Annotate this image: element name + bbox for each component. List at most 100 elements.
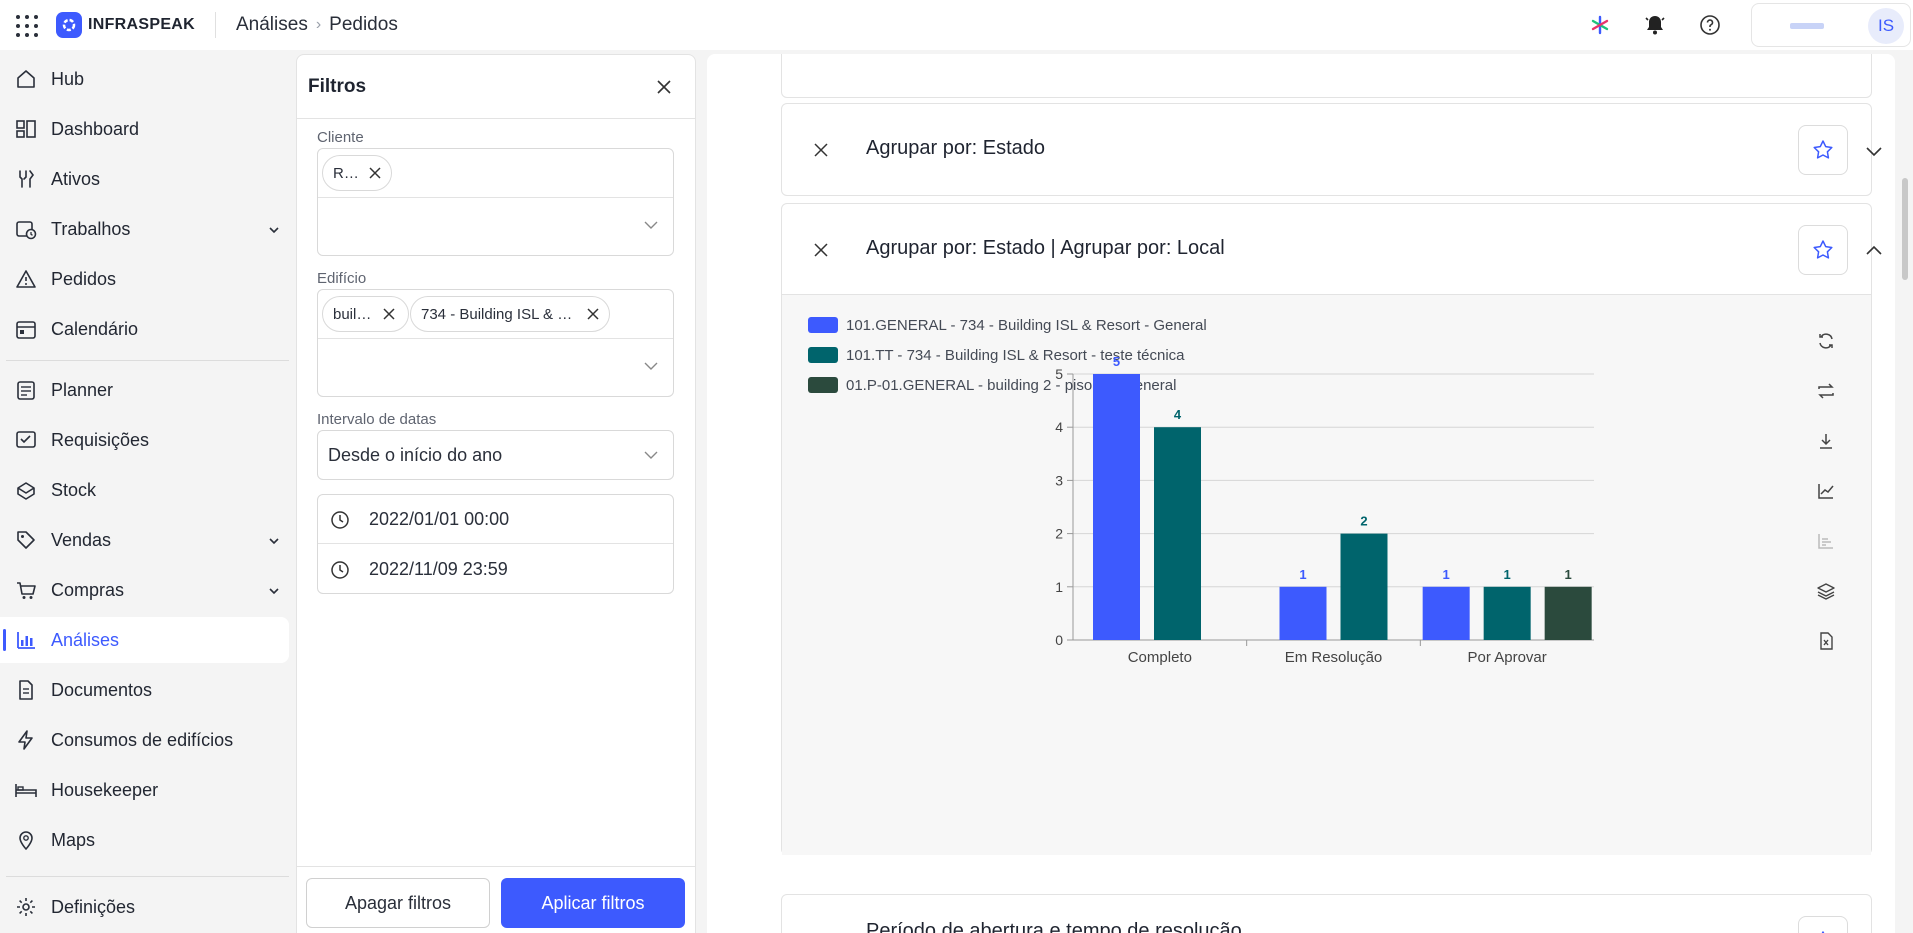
sidebar-item-consumos[interactable]: Consumos de edifícios (0, 717, 289, 763)
favorite-button[interactable] (1798, 225, 1848, 275)
sidebar-item-label: Documentos (51, 679, 153, 700)
chip-label: Rhodia (333, 164, 363, 182)
sidebar-item-trabalhos[interactable]: Trabalhos (0, 206, 289, 252)
chart-card-estado: Agrupar por: Estado (781, 103, 1882, 196)
download-icon[interactable] (1814, 429, 1838, 453)
gear-icon (14, 895, 38, 919)
sidebar-item-maps[interactable]: Maps (0, 817, 289, 863)
building-chip[interactable]: 734 - Building ISL & Resort (410, 296, 610, 332)
sidebar-item-label: Hub (51, 68, 85, 89)
tag-icon (14, 528, 38, 552)
client-label: Cliente (317, 129, 364, 146)
clear-filters-button[interactable]: Apagar filtros (306, 878, 490, 928)
data-label: 1 (1565, 567, 1572, 582)
line-chart-icon[interactable] (1814, 479, 1838, 503)
remove-chip-icon[interactable] (587, 307, 601, 321)
data-label: 2 (1360, 514, 1367, 529)
legend-item[interactable]: 101.TT - 734 - Building ISL & Resort - t… (808, 345, 1185, 365)
data-label: 5 (1113, 354, 1120, 369)
sidebar-item-label: Planner (51, 379, 114, 400)
y-tick-label: 1 (1055, 579, 1063, 595)
chevron-down-icon[interactable] (643, 358, 659, 379)
sidebar-item-calendario[interactable]: Calendário (0, 306, 289, 352)
sidebar-item-dashboard[interactable]: Dashboard (0, 106, 289, 152)
sidebar-item-housekeeper[interactable]: Housekeeper (0, 767, 289, 813)
chevron-down-icon[interactable] (643, 217, 659, 238)
chart-card-periodo: Período de abertura e tempo de resolução (781, 894, 1872, 933)
sidebar-item-analises[interactable]: Análises (0, 617, 289, 663)
top-bar: INFRASPEAK Análises › Pedidos IS (0, 0, 1913, 50)
account-menu[interactable]: IS (1751, 3, 1911, 47)
client-chip[interactable]: Rhodia (322, 155, 392, 191)
building-label: Edifício (317, 270, 367, 287)
sidebar-item-hub[interactable]: Hub (0, 56, 289, 102)
ai-sparkle-icon[interactable] (1588, 13, 1612, 37)
excel-export-icon[interactable] (1814, 629, 1838, 653)
apply-filters-button[interactable]: Aplicar filtros (501, 878, 685, 928)
breadcrumb-analises[interactable]: Análises (236, 14, 308, 35)
refresh-icon[interactable] (1814, 329, 1838, 353)
building-chip[interactable]: building 2 (322, 296, 409, 332)
y-tick-label: 2 (1055, 526, 1063, 542)
building-select[interactable]: building 2 734 - Building ISL & Resort (317, 289, 674, 397)
sidebar-item-definicoes[interactable]: Definições (0, 884, 289, 930)
remove-chip-icon[interactable] (369, 166, 383, 180)
remove-chip-icon[interactable] (383, 307, 397, 321)
brand-name: INFRASPEAK (88, 16, 196, 33)
close-filters-icon[interactable] (652, 75, 676, 99)
card-title: Agrupar por: Estado | Agrupar por: Local (866, 237, 1225, 259)
apps-grid-icon[interactable] (16, 15, 38, 37)
sidebar-item-stock[interactable]: Stock (0, 467, 289, 513)
sidebar-item-requisicoes[interactable]: Requisições (0, 417, 289, 463)
breadcrumb: Análises › Pedidos (236, 14, 398, 36)
filters-title: Filtros (308, 76, 367, 97)
swap-axes-icon[interactable] (1814, 379, 1838, 403)
remove-card-icon[interactable] (810, 139, 832, 161)
end-date-input[interactable]: 2022/11/09 23:59 (318, 545, 673, 594)
start-date-input[interactable]: 2022/01/01 00:00 (318, 495, 673, 544)
data-label: 1 (1443, 567, 1450, 582)
chip-label: building 2 (333, 305, 377, 323)
help-icon[interactable] (1698, 13, 1722, 37)
notifications-bell-icon[interactable] (1643, 13, 1667, 37)
field-divider (318, 543, 673, 544)
stack-icon[interactable] (1814, 579, 1838, 603)
bar-chart-icon[interactable] (1814, 529, 1838, 553)
wrench-icon (14, 167, 38, 191)
card-title: Período de abertura e tempo de resolução (866, 920, 1242, 933)
legend-item[interactable]: 101.GENERAL - 734 - Building ISL & Resor… (808, 315, 1207, 335)
x-tick-label: Por Aprovar (1468, 649, 1547, 666)
sidebar-item-documentos[interactable]: Documentos (0, 667, 289, 713)
company-logo (1790, 23, 1824, 29)
legend-swatch (808, 317, 838, 333)
sidebar-item-label: Housekeeper (51, 779, 159, 800)
date-range-label: Intervalo de datas (317, 411, 437, 428)
document-icon (14, 678, 38, 702)
start-date-value: 2022/01/01 00:00 (369, 509, 510, 529)
brand-mark-icon (56, 12, 82, 38)
sidebar-item-compras[interactable]: Compras (0, 567, 289, 613)
sidebar-item-vendas[interactable]: Vendas (0, 517, 289, 563)
favorite-button[interactable] (1798, 916, 1848, 933)
avatar[interactable]: IS (1868, 8, 1904, 44)
chevron-up-icon[interactable] (1862, 239, 1886, 263)
sidebar-item-ativos[interactable]: Ativos (0, 156, 289, 202)
breadcrumb-pedidos: Pedidos (329, 14, 398, 35)
previous-card (781, 54, 1872, 98)
bar (1279, 586, 1327, 640)
bolt-icon (14, 728, 38, 752)
data-label: 1 (1504, 567, 1511, 582)
brand-logo[interactable]: INFRASPEAK (56, 12, 195, 38)
client-select[interactable]: Rhodia (317, 148, 674, 256)
favorite-button[interactable] (1798, 125, 1848, 175)
remove-card-icon[interactable] (810, 239, 832, 261)
sidebar-item-label: Análises (51, 629, 120, 650)
home-icon (14, 67, 38, 91)
date-range-select[interactable]: Desde o início do ano (317, 430, 674, 480)
planner-icon (14, 378, 38, 402)
sidebar-item-planner[interactable]: Planner (0, 367, 289, 413)
chevron-down-icon[interactable] (1862, 139, 1886, 163)
sidebar-item-pedidos[interactable]: Pedidos (0, 256, 289, 302)
scrollbar-thumb[interactable] (1902, 178, 1908, 280)
calendar-clock-icon (14, 217, 38, 241)
